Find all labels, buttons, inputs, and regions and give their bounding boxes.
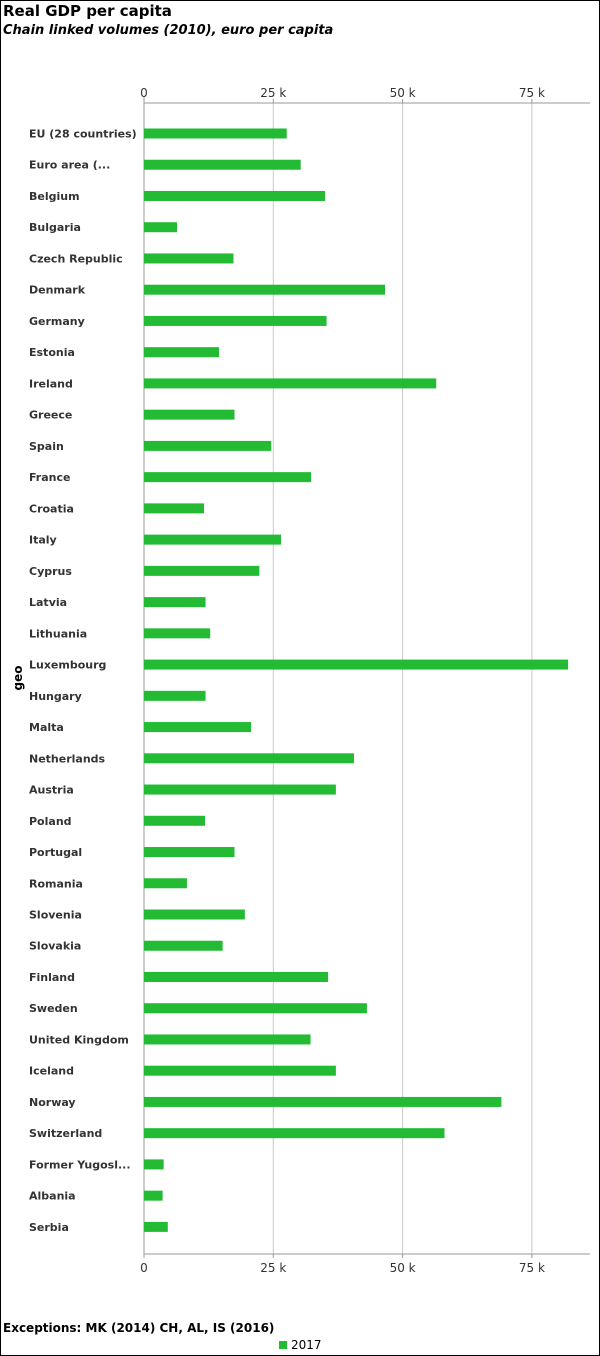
category-label: Austria (29, 784, 74, 797)
legend-label: 2017 (291, 1338, 322, 1352)
category-label: Hungary (29, 690, 82, 703)
bar (144, 159, 301, 170)
category-label: Czech Republic (29, 252, 123, 265)
x-tick-label-top-2: 50 k (390, 86, 416, 100)
category-label: Serbia (29, 1221, 69, 1234)
bar (144, 222, 178, 233)
x-tick-label-top-3: 75 k (519, 86, 545, 100)
bar (144, 815, 206, 826)
x-tick-label-bottom-1: 25 k (260, 1261, 286, 1275)
category-label: Former Yugosl... (29, 1158, 131, 1171)
bar (144, 409, 235, 420)
bar (144, 1034, 311, 1045)
x-tick-label-top-1: 25 k (260, 86, 286, 100)
category-label: Cyprus (29, 565, 72, 578)
x-tick-label-bottom-2: 50 k (390, 1261, 416, 1275)
category-label: Luxembourg (29, 659, 106, 672)
category-label: Slovakia (29, 940, 81, 953)
bar (144, 440, 272, 451)
bar (144, 1096, 502, 1107)
category-label: Portugal (29, 846, 82, 859)
bar (144, 472, 312, 483)
bar (144, 128, 287, 139)
category-label: Latvia (29, 596, 67, 609)
category-label: Croatia (29, 502, 74, 515)
category-label: France (29, 471, 70, 484)
category-label: Spain (29, 440, 64, 453)
category-label: Italy (29, 534, 57, 547)
bar (144, 1221, 168, 1232)
category-label: Euro area (... (29, 159, 110, 172)
bar (144, 347, 219, 358)
category-label: Lithuania (29, 627, 87, 640)
category-label: Ireland (29, 377, 73, 390)
category-label: Greece (29, 409, 72, 422)
x-tick-label-top-0: 0 (140, 86, 148, 100)
y-axis-title: geo (11, 666, 25, 691)
category-label: Switzerland (29, 1127, 102, 1140)
category-label: Albania (29, 1190, 76, 1203)
bar (144, 1003, 367, 1014)
bar (144, 378, 437, 389)
bar (144, 847, 235, 858)
bar (144, 534, 282, 545)
bar (144, 753, 354, 764)
bar (144, 1190, 163, 1201)
bar (144, 1159, 164, 1170)
category-label: Estonia (29, 346, 75, 359)
bar (144, 284, 386, 295)
category-label: Iceland (29, 1065, 74, 1078)
x-tick-label-bottom-0: 0 (140, 1261, 148, 1275)
bar (144, 503, 204, 514)
bar (144, 628, 211, 639)
category-label: Denmark (29, 284, 86, 297)
bar (144, 722, 252, 733)
category-label: Sweden (29, 1002, 78, 1015)
x-tick-label-bottom-3: 75 k (519, 1261, 545, 1275)
category-label: Finland (29, 971, 75, 984)
category-label: Poland (29, 815, 72, 828)
category-label: Malta (29, 721, 64, 734)
bar (144, 597, 206, 608)
bar (144, 1065, 336, 1076)
category-label: Netherlands (29, 752, 106, 765)
bar (144, 878, 187, 889)
category-label: Bulgaria (29, 221, 81, 234)
legend-swatch (279, 1341, 287, 1349)
bar (144, 909, 245, 920)
bar (144, 971, 329, 982)
category-label: Romania (29, 877, 83, 890)
bar (144, 565, 260, 576)
category-label: Norway (29, 1096, 76, 1109)
bar (144, 253, 234, 264)
chart-title: Real GDP per capita (3, 2, 172, 20)
category-label: EU (28 countries) (29, 128, 137, 141)
bar (144, 784, 336, 795)
footnote: Exceptions: MK (2014) CH, AL, IS (2016) (3, 1321, 275, 1335)
bar (144, 659, 569, 670)
category-label: Belgium (29, 190, 80, 203)
chart-subtitle: Chain linked volumes (2010), euro per ca… (3, 23, 334, 38)
category-label: United Kingdom (29, 1033, 129, 1046)
category-label: Germany (29, 315, 85, 328)
legend[interactable]: 2017 (279, 1338, 322, 1352)
bar (144, 190, 326, 201)
bar (144, 690, 206, 701)
bar (144, 940, 223, 951)
category-label: Slovenia (29, 909, 82, 922)
bar (144, 1128, 445, 1139)
bar (144, 315, 327, 326)
